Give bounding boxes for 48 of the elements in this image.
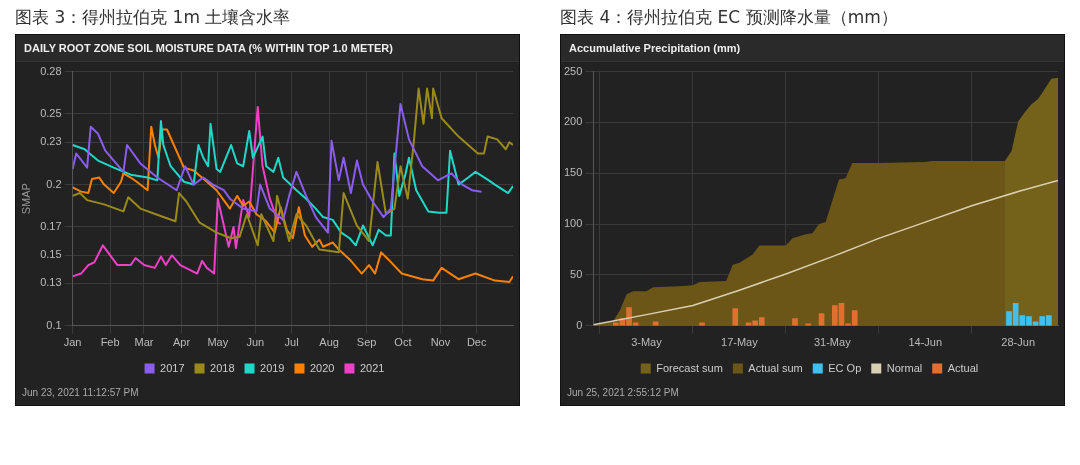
x-tick-label: Apr	[172, 336, 191, 349]
legend-label: 2019	[260, 361, 285, 374]
legend-label: 2021	[359, 361, 385, 374]
y-tick-label: 200	[563, 115, 583, 128]
y-axis-title: SMAP	[19, 183, 32, 215]
x-tick-label: 14-Jun	[908, 336, 943, 349]
legend-label: 2017	[160, 361, 185, 374]
text: Jun 25, 2021 2:55:12 PM	[566, 386, 680, 400]
x-tick-label: Dec	[466, 336, 487, 349]
y-tick-label: 0.2	[46, 177, 62, 190]
legend-label: Actual	[947, 361, 979, 374]
y-tick-label: 0	[576, 318, 583, 331]
x-tick-label: Nov	[430, 336, 451, 349]
x-tick-label: Aug	[319, 336, 339, 349]
legend-label: 2020	[309, 361, 335, 374]
y-tick-label: 0.1	[46, 318, 62, 331]
x-tick-label: Jul	[284, 336, 299, 349]
chart-subtitle: Accumulative Precipitation (mm)	[561, 35, 1064, 62]
x-tick-label: Jan	[63, 336, 82, 349]
x-tick-label: 31-May	[813, 336, 852, 349]
x-tick-label: May	[207, 336, 229, 349]
y-tick-label: 150	[563, 166, 583, 179]
y-tick-label: 0.15	[40, 248, 62, 261]
x-tick-label: Mar	[134, 336, 154, 349]
text: Jun 23, 2021 11:12:57 PM	[21, 386, 140, 400]
x-tick-label: Sep	[356, 336, 377, 349]
y-tick-label: 250	[563, 64, 583, 77]
legend-label: Actual sum	[748, 361, 803, 374]
x-tick-label: Feb	[100, 336, 120, 349]
y-tick-label: 50	[570, 267, 583, 280]
chart-title: 图表 4：得州拉伯克 EC 预测降水量（mm）	[560, 6, 899, 29]
legend-label: 2018	[210, 361, 235, 374]
y-tick-label: 0.25	[40, 107, 62, 119]
y-tick-label: 0.17	[40, 219, 62, 232]
chart-title: 图表 3：得州拉伯克 1m 土壤含水率	[15, 6, 292, 29]
legend-label: EC Op	[828, 361, 862, 374]
x-tick-label: Jun	[246, 336, 265, 349]
x-tick-label: Oct	[394, 336, 412, 349]
y-tick-label: 0.28	[40, 64, 62, 77]
chart-subtitle: DAILY ROOT ZONE SOIL MOISTURE DATA (% WITHIN TOP 1.0 METER)	[16, 35, 519, 62]
legend-label: Forecast sum	[656, 361, 723, 374]
x-tick-label: 28-Jun	[1001, 336, 1035, 349]
x-tick-label: 17-May	[721, 336, 759, 349]
y-tick-label: 0.13	[40, 276, 62, 289]
y-tick-label: 100	[563, 217, 583, 230]
y-tick-label: 0.23	[40, 135, 62, 148]
legend-label: Normal	[886, 361, 923, 374]
x-tick-label: 3-May	[631, 336, 663, 349]
